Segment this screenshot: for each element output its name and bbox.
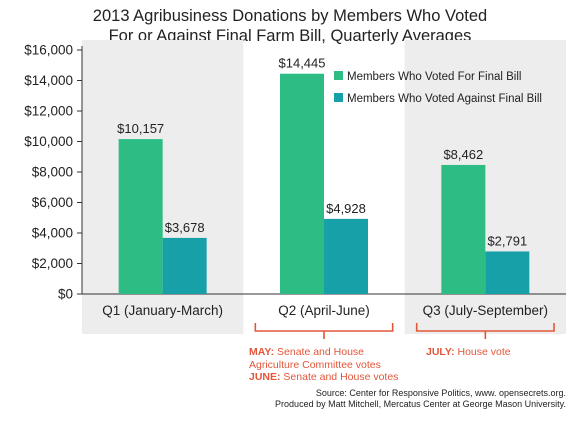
q2-annotation-text: Senate and House [274, 346, 364, 358]
bar-value-label: $2,791 [487, 233, 527, 248]
annotation-bracket [254, 323, 394, 339]
bar-value-label: $3,678 [165, 220, 205, 235]
q2-annotation-text: Senate and House votes [280, 371, 399, 383]
y-tick-label: $12,000 [24, 104, 73, 119]
legend-label: Members Who Voted Against Final Bill [347, 93, 542, 105]
q2-annotation-text: Agriculture Committee votes [249, 358, 381, 371]
chart-title-line-1: 2013 Agribusiness Donations by Members W… [92, 7, 488, 25]
y-tick-label: $8,000 [32, 165, 73, 180]
y-tick-label: $6,000 [32, 195, 73, 210]
x-tick-label: Q2 (April-June) [278, 303, 370, 318]
q2-annotation-line: MAY: Senate and House [249, 346, 398, 359]
legend-label: Members Who Voted For Final Bill [347, 71, 521, 83]
bar [162, 237, 207, 294]
y-tick-label: $4,000 [32, 226, 73, 241]
q2-annotation-line: JUNE: Senate and House votes [249, 371, 398, 384]
bar-value-label: $10,157 [117, 121, 164, 136]
q2-annotation-line: Agriculture Committee votes [249, 359, 398, 372]
annotation-bracket [415, 323, 555, 339]
legend-swatch [334, 93, 343, 102]
source-line-1: Source: Center for Responsive Politics, … [315, 388, 566, 398]
bar [485, 251, 530, 294]
source-note: Source: Center for Responsive Politics, … [275, 388, 566, 410]
q3-annotation-text: House vote [454, 346, 511, 358]
bar-value-label: $14,445 [279, 56, 326, 71]
x-tick-label: Q1 (January-March) [102, 303, 223, 318]
q3-annotation: JULY: House vote [426, 346, 511, 359]
y-tick-label: $10,000 [24, 134, 73, 149]
y-tick-label: $14,000 [24, 73, 73, 88]
bar [280, 73, 324, 295]
q2-annotation-keyword: MAY: [249, 346, 275, 358]
y-tick-label: $0 [58, 287, 73, 302]
chart-title: 2013 Agribusiness Donations by Members W… [0, 6, 580, 46]
q2-annotation: MAY: Senate and House Agriculture Commit… [249, 346, 398, 384]
legend-swatch [334, 71, 343, 80]
y-tick-label: $2,000 [32, 256, 73, 271]
bar-value-label: $8,462 [443, 147, 483, 162]
y-tick-label: $16,000 [24, 43, 73, 58]
q2-annotation-keyword: JUNE: [249, 371, 281, 383]
bar [324, 218, 368, 294]
x-tick-label: Q3 (July-September) [423, 303, 548, 318]
q3-annotation-keyword: JULY: [426, 346, 455, 358]
bar-value-label: $4,928 [326, 201, 366, 216]
bar [118, 139, 163, 294]
q3-annotation-line: JULY: House vote [426, 346, 511, 359]
source-line-2: Produced by Matt Mitchell, Mercatus Cent… [275, 399, 566, 409]
bar [441, 164, 486, 294]
